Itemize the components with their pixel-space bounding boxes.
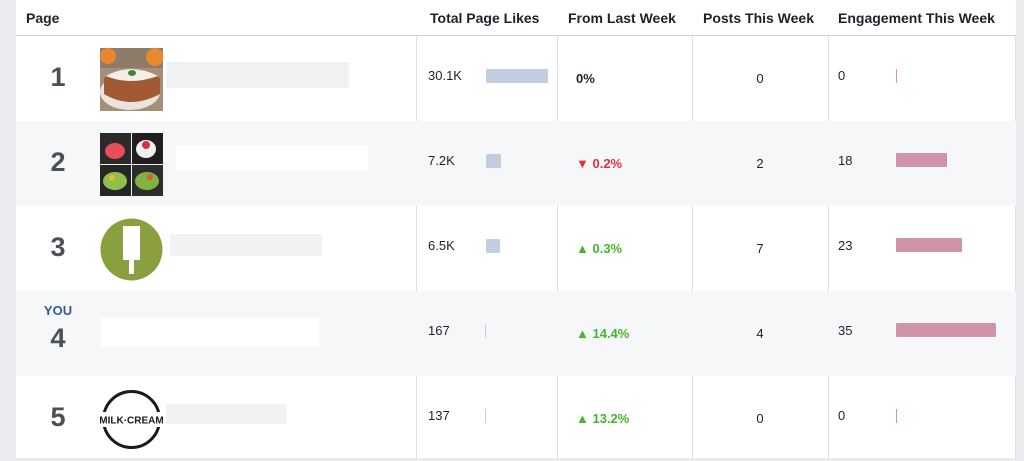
engagement-value: 23 — [838, 238, 853, 253]
milk-cream-logo-icon: MILK·CREAM — [100, 388, 163, 451]
page-thumbnail-milk-cream[interactable]: MILK·CREAM — [100, 388, 163, 451]
cake-photo-icon — [100, 48, 163, 111]
you-label: YOU — [43, 303, 73, 318]
column-divider — [692, 0, 693, 458]
page-thumbnail-green-logo[interactable] — [100, 218, 163, 281]
posts-this-week-value: 0 — [756, 411, 764, 426]
engagement-value: 18 — [838, 153, 853, 168]
likes-bar — [485, 324, 486, 338]
header-page[interactable]: Page — [26, 10, 60, 26]
likes-bar — [486, 69, 548, 83]
likes-bar — [485, 409, 486, 423]
rank-number: 2 — [50, 147, 66, 177]
column-divider — [557, 0, 558, 458]
posts-this-week-value: 2 — [756, 156, 764, 171]
table-row-you: YOU 4 167 ▲ 14.4% 4 35 — [16, 291, 1016, 376]
posts-this-week-value: 4 — [756, 326, 764, 341]
table-row: 5 MILK·CREAM 137 ▲ 13.2% 0 0 — [16, 376, 1016, 461]
green-circle-logo-icon — [100, 218, 163, 281]
engagement-bar — [896, 69, 897, 83]
table-row: 2 7.2K ▼ 0.2% 2 18 — [16, 121, 1016, 206]
dessert-collage-photo-icon — [100, 133, 163, 196]
column-divider — [828, 0, 829, 458]
page-name-redacted[interactable] — [176, 145, 368, 171]
rank-number: 4 — [50, 323, 66, 353]
change-from-last-week: ▼ 0.2% — [576, 156, 623, 171]
total-page-likes-value: 137 — [428, 408, 450, 423]
likes-bar — [486, 154, 501, 168]
engagement-bar — [896, 238, 962, 252]
page-thumbnail-cake[interactable] — [100, 48, 163, 111]
table-header: Page Total Page Likes From Last Week Pos… — [16, 0, 1016, 36]
svg-text:MILK·CREAM: MILK·CREAM — [100, 416, 163, 427]
engagement-bar — [896, 153, 947, 167]
header-posts-this-week[interactable]: Posts This Week — [703, 10, 815, 26]
total-page-likes-value: 6.5K — [428, 238, 455, 253]
column-divider — [416, 0, 417, 458]
engagement-value: 0 — [838, 408, 846, 423]
total-page-likes-value: 167 — [428, 323, 450, 338]
page-name-redacted[interactable] — [166, 62, 349, 88]
rank-number: 1 — [50, 62, 66, 92]
page-name-redacted[interactable] — [166, 404, 287, 424]
change-from-last-week: ▲ 0.3% — [576, 241, 623, 256]
posts-this-week-value: 7 — [756, 241, 764, 256]
total-page-likes-value: 30.1K — [428, 68, 462, 83]
header-total-page-likes[interactable]: Total Page Likes — [430, 10, 540, 26]
change-from-last-week: 0% — [576, 71, 595, 86]
likes-bar — [486, 239, 500, 253]
pages-to-watch-table: Page Total Page Likes From Last Week Pos… — [16, 0, 1016, 458]
page-name-redacted[interactable] — [101, 318, 319, 347]
posts-this-week-value: 0 — [756, 71, 764, 86]
header-from-last-week[interactable]: From Last Week — [568, 10, 676, 26]
engagement-value: 35 — [838, 323, 853, 338]
table-row: 1 30.1K 0% 0 0 — [16, 36, 1016, 121]
table-row: 3 6.5K ▲ 0.3% 7 23 — [16, 206, 1016, 291]
page-name-redacted[interactable] — [170, 234, 322, 256]
column-divider — [1015, 0, 1016, 458]
change-from-last-week: ▲ 13.2% — [576, 411, 630, 426]
page-thumbnail-desserts[interactable] — [100, 133, 163, 196]
rank-number: 5 — [50, 402, 66, 432]
rank-number: 3 — [50, 232, 66, 262]
change-from-last-week: ▲ 14.4% — [576, 326, 630, 341]
total-page-likes-value: 7.2K — [428, 153, 455, 168]
header-engagement-this-week[interactable]: Engagement This Week — [838, 10, 995, 26]
engagement-bar — [896, 323, 996, 337]
engagement-value: 0 — [838, 68, 846, 83]
engagement-bar — [896, 409, 897, 423]
